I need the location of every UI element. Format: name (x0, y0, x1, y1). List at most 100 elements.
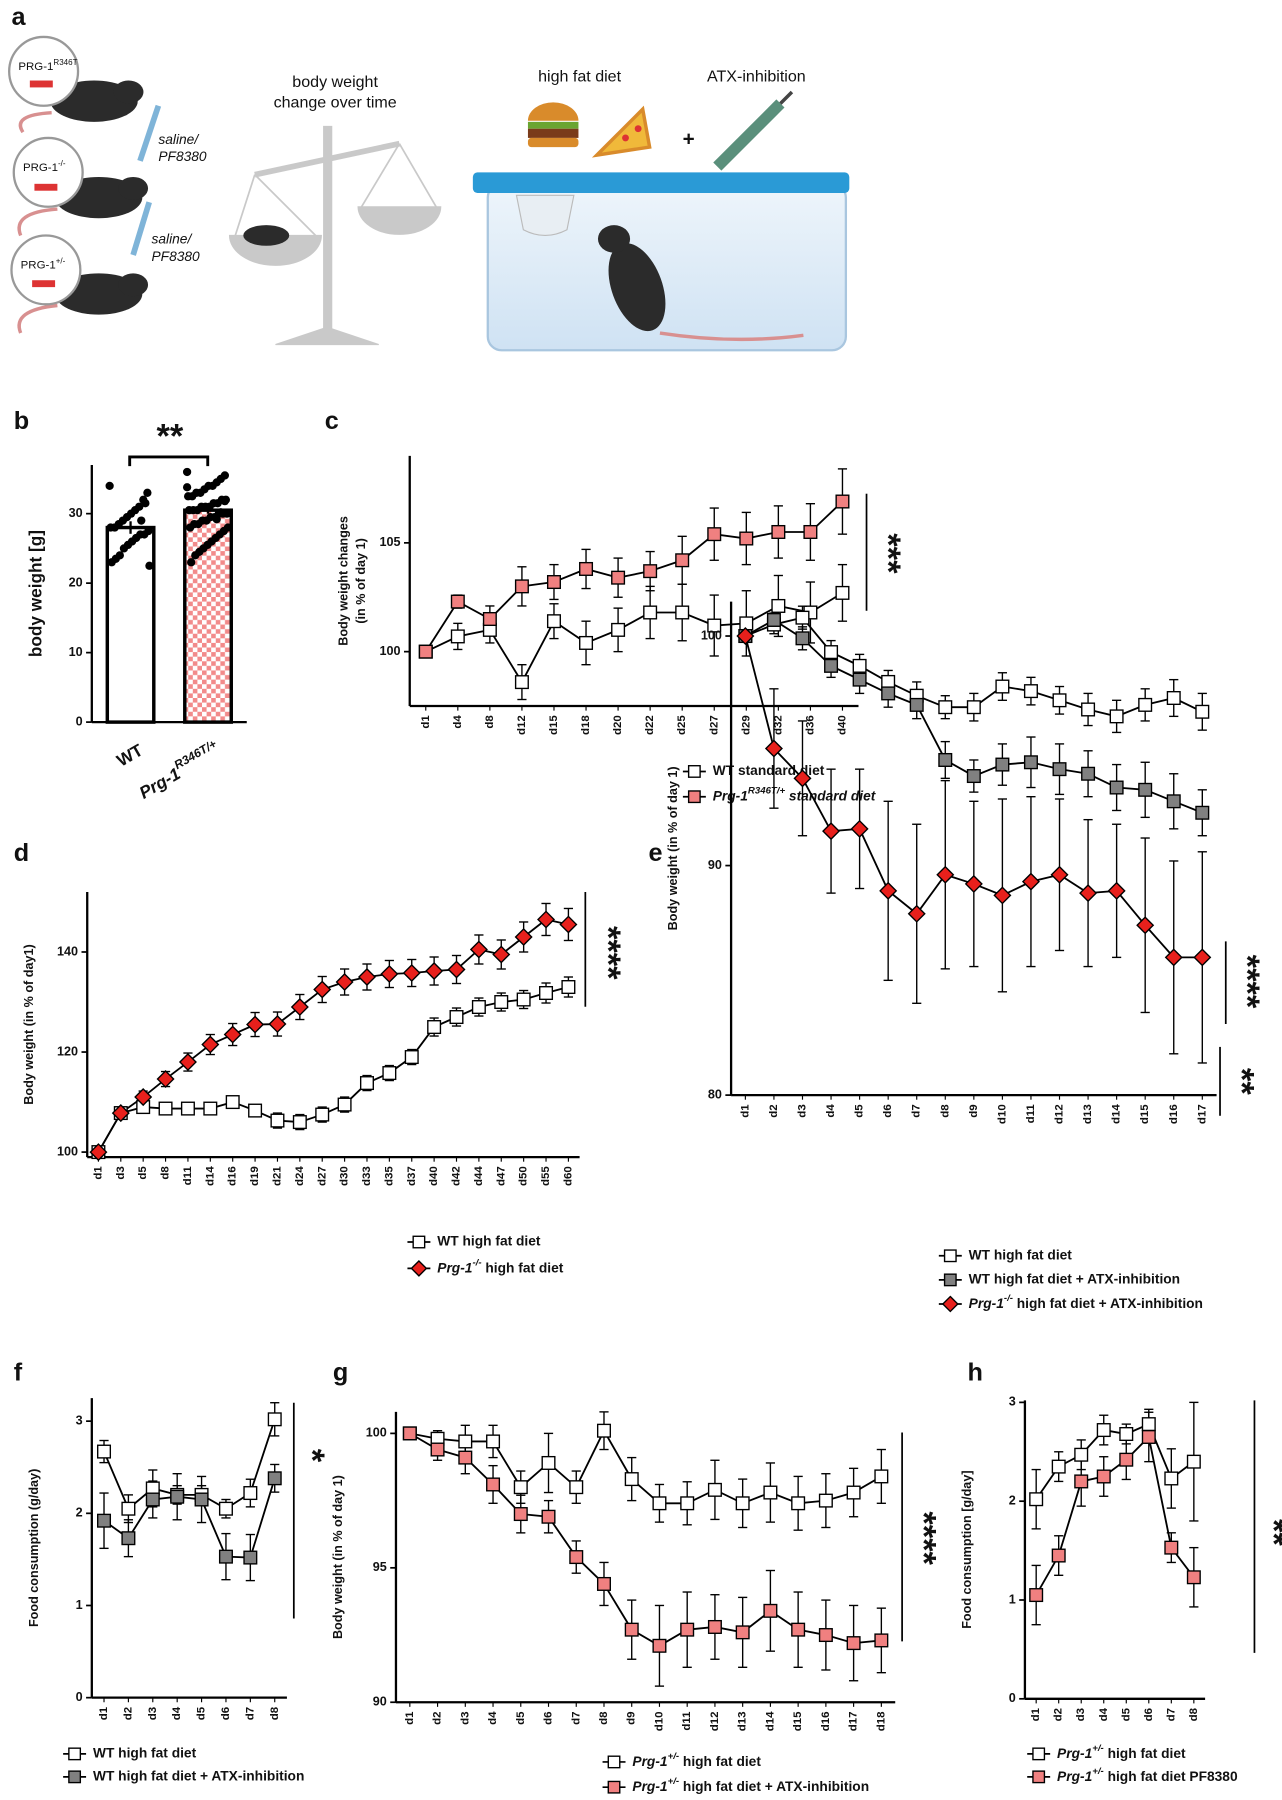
y-axis-label: Body weight changes (337, 516, 351, 646)
x-tick-label: d15 (548, 715, 560, 735)
x-tick-label: d7 (1165, 1708, 1177, 1721)
marker (771, 598, 786, 613)
marker (766, 612, 781, 627)
x-tick-label: d11 (1025, 1104, 1037, 1124)
marker (1052, 693, 1067, 708)
marker (402, 1426, 417, 1441)
marker (874, 1469, 889, 1484)
x-tick-label: d30 (339, 1166, 351, 1186)
data-point (186, 523, 195, 532)
marker (201, 1035, 220, 1054)
significance-stars: ** (1255, 1519, 1282, 1546)
marker (246, 1015, 265, 1034)
marker (596, 1576, 611, 1591)
x-tick-label: d2 (1053, 1708, 1065, 1721)
marker (879, 881, 898, 900)
marker (607, 1780, 621, 1794)
marker (966, 700, 981, 715)
y-tick-label: 3 (76, 1413, 83, 1427)
marker (1109, 709, 1124, 724)
marker (243, 1550, 258, 1565)
marker (818, 1493, 833, 1508)
x-tick-label: d12 (516, 715, 528, 735)
marker (607, 1755, 621, 1769)
legend-label: Prg-1+/- high fat diet (632, 1751, 761, 1769)
marker (993, 886, 1012, 905)
text-run: high fat diet (1104, 1746, 1186, 1761)
marker (315, 1107, 330, 1122)
x-tick-label: d32 (772, 715, 784, 735)
marker (402, 963, 421, 983)
data-point (212, 515, 221, 524)
x-tick-label: d13 (1082, 1104, 1094, 1124)
data-point (141, 499, 150, 508)
significance-stars: *** (869, 533, 907, 574)
marker (223, 1025, 242, 1044)
y-tick-label: 140 (57, 944, 78, 958)
marker (1081, 702, 1096, 717)
marker (1096, 1469, 1111, 1484)
text-run: high fat diet PF8380 (1104, 1768, 1238, 1783)
x-tick-label: d20 (612, 715, 624, 735)
marker (1029, 1492, 1044, 1507)
panel-letter: b (14, 407, 29, 435)
x-tick-label: d10 (653, 1711, 665, 1731)
x-tick-label: d5 (196, 1706, 208, 1720)
inhibition-label: ATX-inhibition (707, 67, 806, 85)
marker (482, 612, 497, 627)
marker (541, 1509, 556, 1524)
marker (1119, 1452, 1134, 1467)
legend-label: Prg-1+/- high fat diet (1057, 1743, 1186, 1761)
marker (178, 1053, 197, 1072)
marker (243, 1486, 258, 1501)
text-run: +/- (668, 1776, 680, 1787)
marker (793, 769, 812, 788)
marker (771, 524, 786, 539)
data-point (191, 551, 200, 560)
marker (1074, 1474, 1089, 1489)
marker (1021, 872, 1040, 891)
text-run: PRG-1 (18, 61, 53, 73)
marker (268, 1015, 287, 1034)
y-tick-label: 0 (76, 1690, 83, 1704)
x-tick-label: d4 (825, 1104, 837, 1118)
y-tick-label: 100 (57, 1144, 78, 1158)
marker (936, 865, 955, 884)
x-tick-label: d14 (204, 1166, 216, 1186)
mouse-tails (17, 110, 58, 334)
text-run: R346T/+ (748, 786, 786, 797)
x-tick-label: d4 (1098, 1707, 1110, 1721)
marker (418, 644, 433, 659)
marker (89, 1143, 108, 1162)
genotype-label: PRG-1R346T (18, 57, 77, 72)
x-tick-label: d7 (244, 1707, 256, 1720)
marker (430, 1442, 445, 1457)
legend-label: Prg-1+/- high fat diet + ATX-inhibition (632, 1776, 869, 1794)
x-tick-label: d35 (383, 1166, 395, 1186)
x-tick-label: d11 (681, 1711, 693, 1731)
marker (458, 1434, 473, 1449)
y-tick-label: 80 (708, 1087, 722, 1101)
marker (791, 1496, 806, 1511)
scale-label: change over time (274, 94, 397, 112)
marker (357, 967, 376, 987)
x-tick-label: d7 (570, 1711, 582, 1724)
marker (134, 1088, 153, 1107)
y-axis-label: Body weight (in % of day 1) (666, 766, 680, 930)
x-tick-label: d36 (804, 715, 816, 735)
x-tick-label: d6 (882, 1104, 894, 1117)
text-run: high fat diet (482, 1260, 564, 1275)
marker (1051, 1459, 1066, 1474)
marker (170, 1489, 185, 1504)
marker (818, 1628, 833, 1643)
x-tick-label: d9 (626, 1711, 638, 1724)
marker (652, 1638, 667, 1653)
cage-mouse (597, 225, 666, 332)
mouse (243, 225, 290, 246)
syringes (130, 104, 162, 256)
data-point (105, 481, 114, 490)
x-tick-label: d17 (848, 1711, 860, 1731)
x-tick-label: d8 (484, 715, 496, 729)
x-tick-label: d2 (768, 1104, 780, 1117)
x-tick-label: d15 (792, 1711, 804, 1731)
